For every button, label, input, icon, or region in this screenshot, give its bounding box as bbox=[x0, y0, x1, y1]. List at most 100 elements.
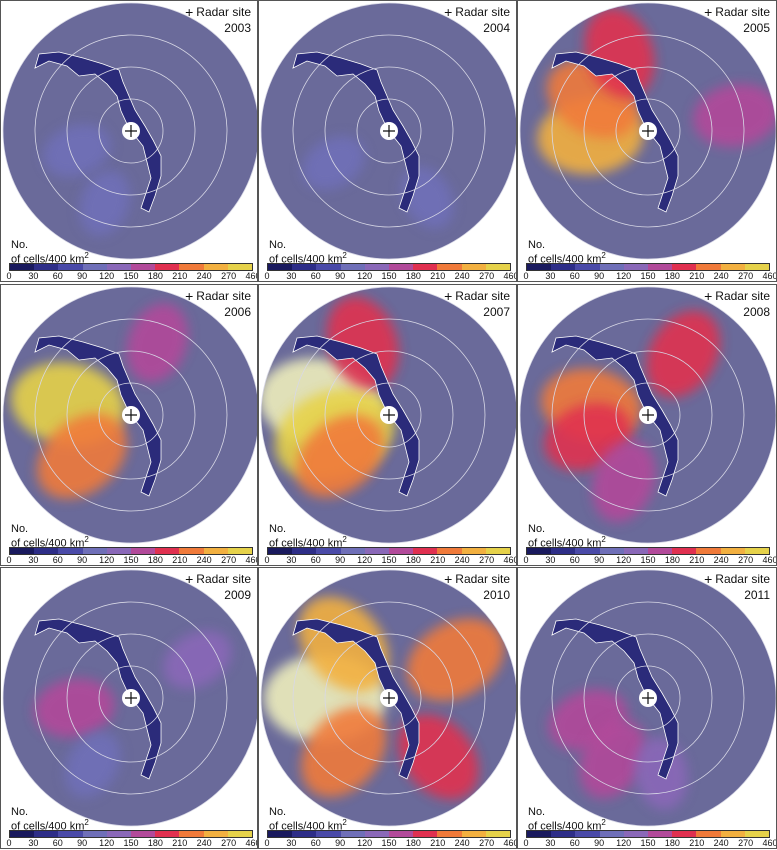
colorbar-ticks: 0 30 60 90 120 150 180 210 240 270 460 bbox=[1, 271, 257, 281]
radar-site-text: Radar site bbox=[196, 5, 251, 19]
colorbar-tick: 150 bbox=[123, 271, 139, 281]
colorbar-tick: 240 bbox=[454, 838, 470, 848]
colorbar-swatch-6 bbox=[155, 548, 180, 554]
panel-year: 2005 bbox=[743, 21, 770, 35]
range-ring-1 bbox=[98, 665, 164, 731]
colorbar-tick: 60 bbox=[310, 271, 321, 281]
colorbar-swatch-4 bbox=[106, 264, 132, 270]
panel-year: 2007 bbox=[483, 305, 510, 319]
colorbar bbox=[526, 830, 770, 838]
colorbar-swatch-9 bbox=[744, 264, 770, 270]
hotspot-2010-2 bbox=[406, 618, 505, 701]
colorbar-swatch-1 bbox=[292, 831, 317, 837]
hotspot-2009-2 bbox=[64, 731, 121, 798]
radar-map-2003 bbox=[2, 2, 257, 260]
colorbar-tick: 180 bbox=[405, 271, 421, 281]
colorbar-tick: 150 bbox=[381, 271, 397, 281]
colorbar-swatch-0 bbox=[268, 548, 293, 554]
colorbar-tick: 270 bbox=[221, 271, 237, 281]
range-ring-4 bbox=[2, 569, 257, 827]
colorbar-swatch-6 bbox=[672, 831, 697, 837]
plus-icon: + bbox=[704, 288, 713, 304]
colorbar-tick: 30 bbox=[28, 838, 39, 848]
colorbar-tick: 270 bbox=[479, 271, 495, 281]
radar-site-text: Radar site bbox=[715, 572, 770, 586]
colorbar-swatch-7 bbox=[696, 264, 721, 270]
colorbar bbox=[267, 830, 511, 838]
colorbar-swatch-9 bbox=[227, 548, 253, 554]
colorbar-swatch-3 bbox=[82, 831, 107, 837]
hotspot-2010-4 bbox=[301, 706, 387, 797]
colorbar-swatch-6 bbox=[672, 548, 697, 554]
colorbar-tick: 460 bbox=[762, 271, 777, 281]
range-ring-3 bbox=[34, 601, 228, 795]
radar-site-label: + Radar site bbox=[444, 289, 510, 303]
colorbar-tick: 270 bbox=[479, 555, 495, 565]
colorbar-swatch-4 bbox=[364, 548, 390, 554]
colorbar-tick: 240 bbox=[713, 271, 729, 281]
colorbar-swatch-0 bbox=[10, 264, 35, 270]
colorbar-tick: 180 bbox=[147, 555, 163, 565]
colorbar bbox=[267, 547, 511, 555]
map-panel-2010: + Radar site 2010 No. of cells/400 km2 0 30 60 9… bbox=[258, 567, 517, 849]
colorbar-tick: 0 bbox=[6, 838, 12, 848]
colorbar-swatch-3 bbox=[340, 548, 365, 554]
range-ring-2 bbox=[66, 350, 196, 480]
unit-label-cells: of cells/400 km2 bbox=[11, 535, 89, 550]
colorbar-swatch-3 bbox=[599, 548, 624, 554]
unit-label-cells: of cells/400 km2 bbox=[11, 251, 89, 266]
hotspot-2003-0 bbox=[42, 124, 111, 178]
colorbar-tick: 460 bbox=[762, 838, 777, 848]
colorbar-tick: 210 bbox=[430, 555, 446, 565]
radar-site-label: + Radar site bbox=[704, 289, 770, 303]
colorbar-tick: 150 bbox=[640, 271, 656, 281]
colorbar-tick: 90 bbox=[594, 271, 605, 281]
colorbar-tick: 90 bbox=[77, 271, 88, 281]
colorbar bbox=[9, 830, 253, 838]
range-ring-4 bbox=[519, 2, 776, 260]
colorbar-tick: 0 bbox=[523, 271, 529, 281]
radar-site-label: + Radar site bbox=[704, 572, 770, 586]
colorbar-ticks: 0 30 60 90 120 150 180 210 240 270 460 bbox=[259, 555, 516, 565]
colorbar-tick: 0 bbox=[523, 838, 529, 848]
colorbar-tick: 60 bbox=[310, 838, 321, 848]
colorbar-swatch-8 bbox=[203, 831, 228, 837]
colorbar-swatch-2 bbox=[575, 548, 600, 554]
unit-label-cells: of cells/400 km2 bbox=[269, 251, 347, 266]
hotspot-2006-2 bbox=[126, 303, 188, 383]
range-ring-3 bbox=[34, 318, 228, 512]
colorbar-swatch-8 bbox=[720, 548, 745, 554]
colorbar-swatch-6 bbox=[413, 548, 438, 554]
radar-map-2011 bbox=[519, 569, 776, 827]
colorbar-swatch-0 bbox=[268, 264, 293, 270]
colorbar-swatch-3 bbox=[340, 264, 365, 270]
range-ring-2 bbox=[583, 633, 713, 763]
range-ring-4 bbox=[2, 286, 257, 544]
colorbar-tick: 60 bbox=[569, 555, 580, 565]
colorbar-tick: 210 bbox=[172, 555, 188, 565]
radar-map-2004 bbox=[260, 2, 516, 260]
range-ring-1 bbox=[615, 382, 681, 448]
range-ring-3 bbox=[34, 34, 228, 228]
panel-year: 2003 bbox=[224, 21, 251, 35]
colorbar-tick: 30 bbox=[28, 555, 39, 565]
unit-label-no: No. bbox=[528, 239, 546, 251]
colorbar-swatch-5 bbox=[131, 831, 156, 837]
map-panel-2004: + Radar site 2004 No. of cells/400 km2 0 30 60 9… bbox=[258, 0, 517, 282]
colorbar-tick: 460 bbox=[245, 555, 257, 565]
range-ring-3 bbox=[292, 34, 486, 228]
colorbar-tick: 240 bbox=[196, 838, 212, 848]
colorbar-tick: 0 bbox=[264, 271, 270, 281]
colorbar bbox=[526, 263, 770, 271]
colorbar-tick: 90 bbox=[594, 838, 605, 848]
colorbar-tick: 150 bbox=[640, 555, 656, 565]
colorbar-swatch-1 bbox=[292, 264, 317, 270]
colorbar-swatch-7 bbox=[179, 264, 204, 270]
colorbar-swatch-9 bbox=[744, 548, 770, 554]
colorbar-swatch-9 bbox=[227, 264, 253, 270]
colorbar-swatch-9 bbox=[485, 831, 511, 837]
hotspot-2005-3 bbox=[693, 83, 776, 147]
colorbar-tick: 210 bbox=[430, 271, 446, 281]
colorbar-tick: 270 bbox=[221, 555, 237, 565]
colorbar-swatch-2 bbox=[58, 548, 83, 554]
